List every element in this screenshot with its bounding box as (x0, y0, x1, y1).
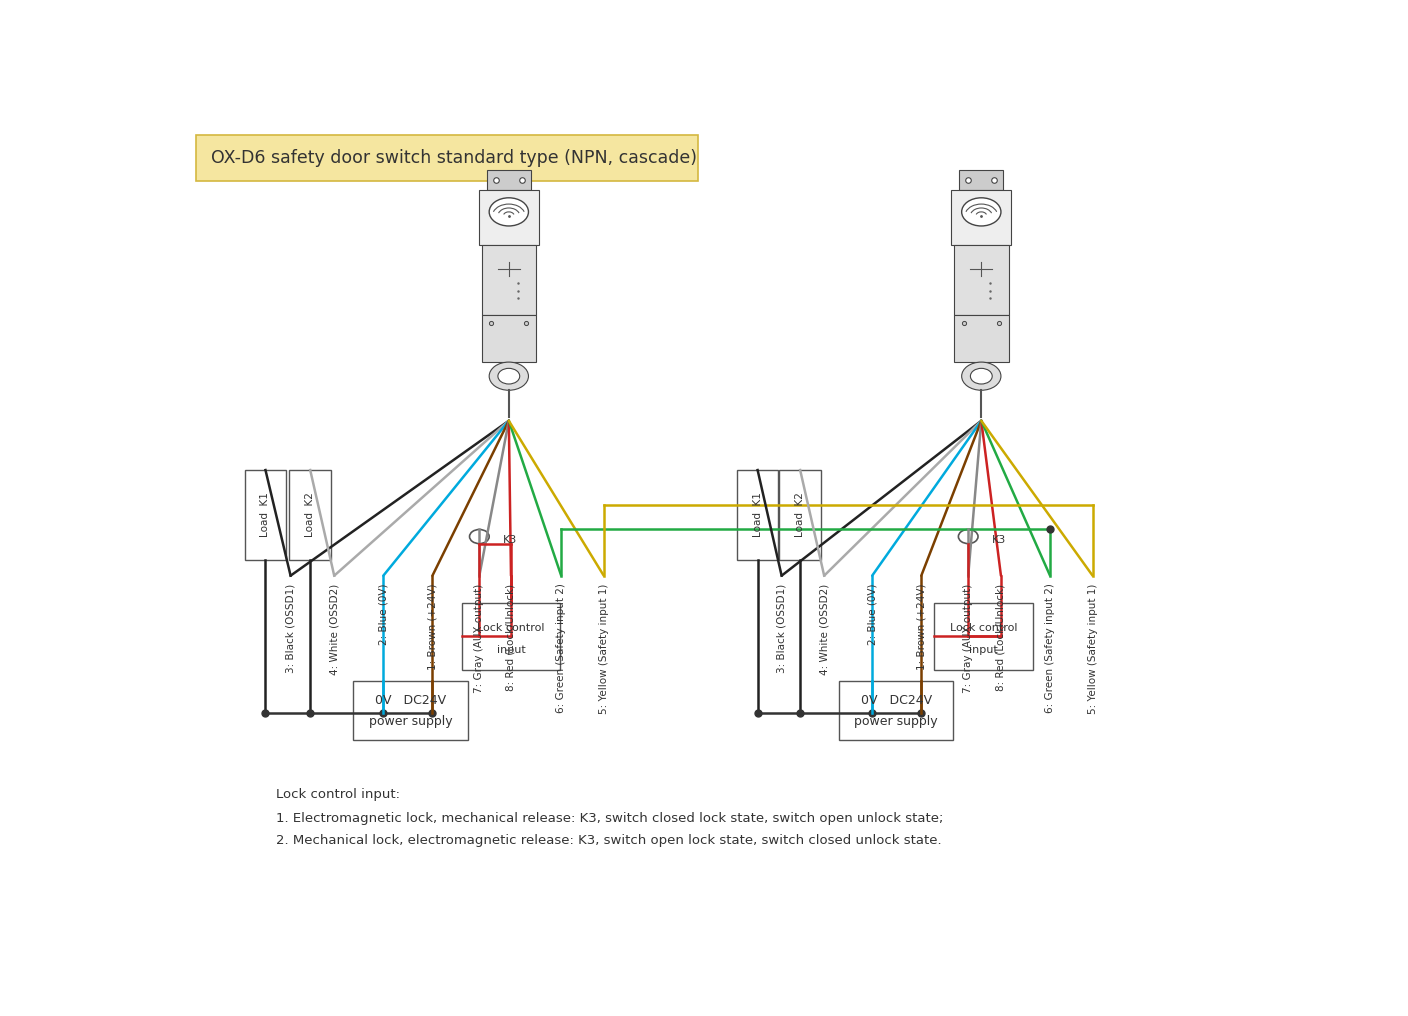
Text: input: input (969, 644, 998, 654)
Text: 0V   DC24V: 0V DC24V (860, 694, 932, 706)
Text: 6: Green (Safety input 2): 6: Green (Safety input 2) (1045, 583, 1055, 713)
Text: Load  K1: Load K1 (753, 493, 763, 537)
Circle shape (962, 198, 1001, 226)
Circle shape (489, 198, 528, 226)
Text: Load  K2: Load K2 (796, 493, 805, 537)
Bar (955, 315, 1008, 362)
Circle shape (469, 529, 489, 544)
Text: Load  K2: Load K2 (306, 493, 315, 537)
Bar (780, 470, 821, 560)
Text: 8: Red (Lock/Unlock): 8: Red (Lock/Unlock) (995, 583, 1005, 691)
Circle shape (959, 529, 979, 544)
Text: 6: Green (Safety input 2): 6: Green (Safety input 2) (556, 583, 566, 713)
Bar (839, 682, 953, 740)
Text: 3: Black (OSSD1): 3: Black (OSSD1) (286, 583, 296, 673)
Bar (952, 190, 1011, 245)
Text: 1: Brown (+24V): 1: Brown (+24V) (428, 583, 438, 670)
Text: Lock control: Lock control (477, 623, 545, 633)
Circle shape (489, 362, 528, 390)
Text: 2. Mechanical lock, electromagnetic release: K3, switch open lock state, switch : 2. Mechanical lock, electromagnetic rele… (276, 834, 942, 846)
Text: input: input (497, 644, 525, 654)
Text: Load  K1: Load K1 (260, 493, 270, 537)
Text: 3: Black (OSSD1): 3: Black (OSSD1) (777, 583, 787, 673)
Circle shape (970, 369, 993, 384)
Text: Lock control input:: Lock control input: (276, 788, 400, 802)
Bar (290, 470, 331, 560)
Bar (482, 315, 536, 362)
Text: 0V   DC24V: 0V DC24V (375, 694, 446, 706)
Text: power supply: power supply (855, 714, 938, 727)
Bar (955, 245, 1008, 315)
Bar (736, 470, 779, 560)
Bar (935, 604, 1032, 670)
Text: 2: Blue (0V): 2: Blue (0V) (379, 583, 389, 645)
Bar (196, 135, 697, 181)
Text: 2: Blue (0V): 2: Blue (0V) (867, 583, 877, 645)
Bar (462, 604, 560, 670)
Bar (487, 171, 531, 190)
Bar (479, 190, 539, 245)
Text: 1. Electromagnetic lock, mechanical release: K3, switch closed lock state, switc: 1. Electromagnetic lock, mechanical rele… (276, 812, 943, 825)
Text: 7: Gray (AUX output): 7: Gray (AUX output) (963, 583, 973, 693)
Bar (353, 682, 467, 740)
Text: K3: K3 (504, 535, 518, 546)
Text: 4: White (OSSD2): 4: White (OSSD2) (329, 583, 339, 675)
Text: K3: K3 (993, 535, 1007, 546)
Text: 4: White (OSSD2): 4: White (OSSD2) (819, 583, 829, 675)
Text: power supply: power supply (369, 714, 452, 727)
Circle shape (962, 362, 1001, 390)
Bar (959, 171, 1002, 190)
Text: 7: Gray (AUX output): 7: Gray (AUX output) (474, 583, 484, 693)
Text: 5: Yellow (Safety input 1): 5: Yellow (Safety input 1) (598, 583, 608, 714)
Text: OX-D6 safety door switch standard type (NPN, cascade): OX-D6 safety door switch standard type (… (211, 149, 697, 167)
Circle shape (498, 369, 520, 384)
Bar (482, 245, 536, 315)
Text: Lock control: Lock control (950, 623, 1017, 633)
Bar (245, 470, 286, 560)
Text: 1: Brown (+24V): 1: Brown (+24V) (917, 583, 926, 670)
Text: 5: Yellow (Safety input 1): 5: Yellow (Safety input 1) (1087, 583, 1098, 714)
Text: 8: Red (Lock/Unlock): 8: Red (Lock/Unlock) (505, 583, 515, 691)
